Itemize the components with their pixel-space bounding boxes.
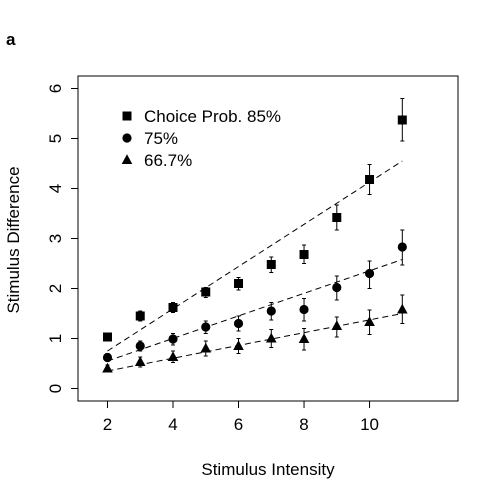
- data-point: [135, 311, 145, 321]
- x-tick-label: 8: [299, 415, 308, 434]
- fit-lines: [107, 160, 403, 372]
- data-point: [397, 242, 407, 252]
- legend-label: Choice Prob. 85%: [144, 107, 281, 126]
- data-point: [201, 322, 211, 332]
- y-tick-label: 3: [46, 234, 65, 243]
- data-point: [200, 342, 212, 353]
- data-point: [364, 268, 375, 279]
- fit-line: [107, 160, 403, 352]
- data-point: [234, 279, 244, 288]
- data-point: [365, 175, 375, 184]
- legend-label: 66.7%: [144, 151, 192, 170]
- data-point: [266, 260, 276, 269]
- x-tick-label: 10: [360, 415, 379, 434]
- x-tick-label: 6: [234, 415, 243, 434]
- y-tick-label: 0: [46, 384, 65, 393]
- y-tick-label: 4: [46, 184, 65, 193]
- data-point: [102, 332, 112, 342]
- data-point: [265, 332, 277, 343]
- legend: Choice Prob. 85% 75% 66.7%: [121, 107, 281, 170]
- data-point: [266, 306, 276, 316]
- y-axis-label: Stimulus Difference: [4, 166, 23, 313]
- data-point: [167, 351, 179, 361]
- panel-label: a: [6, 30, 16, 49]
- x-axis-label: Stimulus Intensity: [201, 460, 335, 479]
- data-point: [331, 320, 343, 330]
- legend-marker: [122, 111, 132, 121]
- data-point: [364, 316, 375, 326]
- data-point: [397, 115, 407, 125]
- fit-line: [107, 313, 403, 372]
- y-tick-label: 6: [46, 84, 65, 93]
- data-point: [168, 303, 178, 312]
- data-point: [102, 352, 113, 363]
- y-tick-label: 1: [46, 334, 65, 343]
- data-point: [299, 250, 309, 259]
- y-tick-label: 2: [46, 284, 65, 293]
- data-point: [168, 334, 178, 344]
- data-point: [332, 282, 342, 293]
- data-point: [201, 287, 211, 297]
- data-point: [299, 304, 309, 315]
- y-axis: 0 1 2 3 4 5 6: [46, 84, 79, 393]
- data-point: [102, 362, 113, 373]
- data-point: [298, 333, 310, 343]
- data-point: [134, 356, 146, 366]
- data-point: [135, 341, 145, 351]
- legend-label: 75%: [144, 129, 178, 148]
- data-point: [397, 303, 408, 314]
- x-tick-label: 2: [103, 415, 112, 434]
- legend-marker: [121, 154, 133, 164]
- fit-line: [107, 259, 403, 362]
- y-tick-label: 5: [46, 134, 65, 143]
- x-axis: 2 4 6 8 10: [103, 400, 379, 434]
- data-point: [332, 213, 342, 222]
- data-point: [233, 340, 244, 350]
- data-point: [233, 318, 244, 329]
- legend-marker: [122, 133, 132, 143]
- x-tick-label: 4: [168, 415, 177, 434]
- markers: [102, 115, 408, 373]
